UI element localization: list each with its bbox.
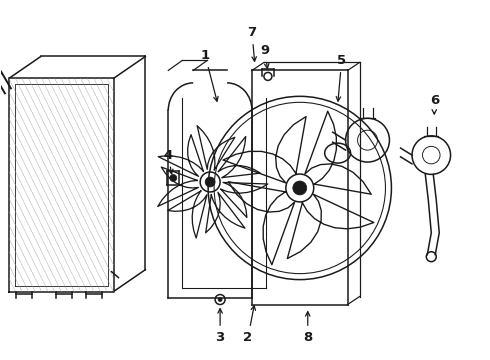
Circle shape bbox=[293, 181, 307, 195]
Text: 9: 9 bbox=[260, 44, 270, 68]
Text: 8: 8 bbox=[303, 312, 313, 344]
Text: 1: 1 bbox=[200, 49, 218, 101]
Circle shape bbox=[426, 252, 436, 262]
Text: 7: 7 bbox=[247, 26, 257, 61]
Circle shape bbox=[264, 72, 272, 80]
Text: 6: 6 bbox=[430, 94, 439, 114]
Text: 4: 4 bbox=[164, 149, 173, 174]
Circle shape bbox=[215, 294, 225, 305]
Circle shape bbox=[286, 174, 314, 202]
Circle shape bbox=[200, 172, 220, 192]
Text: 5: 5 bbox=[336, 54, 346, 101]
Circle shape bbox=[218, 298, 222, 302]
Text: 2: 2 bbox=[244, 306, 255, 344]
Circle shape bbox=[170, 175, 177, 181]
Text: 3: 3 bbox=[216, 309, 225, 344]
Circle shape bbox=[205, 177, 215, 187]
